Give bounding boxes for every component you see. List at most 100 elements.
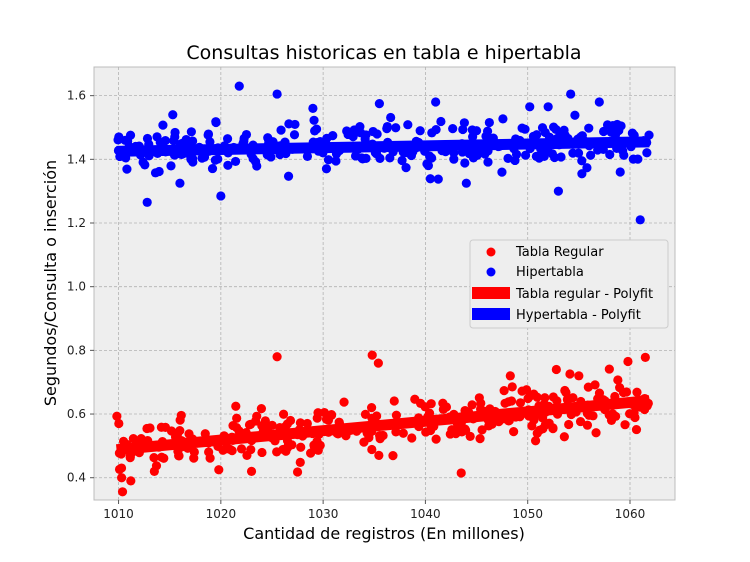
point-tabla-regular [523, 393, 533, 404]
point-hipertabla [229, 142, 239, 153]
point-tabla-regular [134, 448, 144, 458]
point-tabla-regular [533, 409, 543, 419]
point-hipertabla [427, 128, 437, 138]
legend-label-tabla-polyfit: Tabla regular - Polyfit [515, 287, 653, 302]
point-tabla-regular [367, 444, 377, 455]
point-tabla-regular [200, 429, 210, 439]
point-hipertabla [436, 116, 446, 127]
point-tabla-regular [629, 400, 639, 410]
point-hipertabla [222, 134, 233, 144]
point-hipertabla [138, 146, 149, 156]
point-tabla-regular [257, 447, 267, 458]
point-tabla-regular [552, 396, 562, 406]
point-tabla-regular [257, 421, 267, 431]
point-hipertabla [547, 149, 557, 159]
point-hipertabla [385, 153, 395, 163]
point-tabla-regular [296, 442, 306, 452]
y-tick-label: 1.6 [67, 89, 86, 103]
point-hipertabla [515, 135, 525, 146]
point-hipertabla [353, 144, 363, 154]
point-tabla-regular [219, 431, 229, 441]
point-tabla-regular [352, 426, 362, 436]
point-hipertabla [639, 136, 649, 146]
point-hipertabla [455, 139, 465, 150]
point-hipertabla [552, 133, 562, 143]
point-tabla-regular [132, 437, 142, 447]
point-tabla-regular [228, 420, 238, 431]
point-tabla-regular [295, 457, 305, 467]
point-tabla-regular [507, 382, 517, 392]
point-hipertabla [252, 161, 262, 171]
point-hipertabla [526, 137, 536, 148]
point-hipertabla [612, 143, 622, 154]
point-hipertabla [449, 148, 459, 158]
x-tick-label: 1030 [308, 507, 339, 521]
point-tabla-regular [245, 419, 256, 429]
legend: Tabla Regular Hipertabla Tabla regular -… [469, 239, 669, 329]
point-hipertabla [460, 158, 470, 168]
point-hipertabla [573, 148, 584, 158]
point-tabla-regular [620, 420, 630, 430]
point-hipertabla [287, 144, 298, 154]
point-hipertabla [168, 110, 178, 120]
point-tabla-regular [480, 406, 490, 417]
point-hipertabla [320, 138, 331, 148]
point-hipertabla [484, 117, 494, 128]
point-hipertabla [586, 150, 596, 160]
point-hipertabla [262, 150, 272, 160]
point-tabla-regular [640, 352, 650, 362]
point-tabla-regular [126, 476, 136, 486]
point-tabla-regular [174, 451, 184, 461]
point-tabla-regular [551, 364, 561, 375]
point-hipertabla [461, 178, 471, 188]
point-hipertabla [234, 81, 244, 91]
point-hipertabla [125, 130, 136, 140]
point-hipertabla [480, 149, 490, 159]
point-hipertabla [427, 141, 437, 151]
point-tabla-regular [475, 434, 485, 444]
point-tabla-regular [283, 440, 293, 450]
point-hipertabla [152, 132, 162, 142]
point-tabla-regular [553, 407, 563, 417]
point-tabla-regular [532, 392, 542, 402]
point-hipertabla [230, 156, 241, 167]
point-hipertabla [503, 153, 513, 163]
point-tabla-regular [523, 405, 534, 415]
point-tabla-regular [398, 428, 408, 438]
x-tick-label: 1020 [206, 507, 237, 521]
point-hipertabla [311, 124, 322, 134]
y-axis-ticks: 0.4 0.6 0.8 1.0 1.2 1.4 1.6 [67, 89, 94, 485]
point-tabla-regular [477, 425, 487, 435]
point-tabla-regular [149, 453, 159, 463]
point-tabla-regular [334, 418, 345, 429]
point-hipertabla [289, 130, 300, 140]
point-hipertabla [497, 167, 507, 177]
point-tabla-regular [307, 428, 318, 439]
point-hipertabla [615, 167, 625, 177]
point-tabla-regular [333, 429, 343, 439]
point-tabla-regular [112, 411, 122, 421]
point-hipertabla [458, 124, 468, 135]
point-tabla-regular [278, 409, 289, 419]
point-hipertabla [194, 142, 204, 152]
point-tabla-regular [309, 442, 320, 452]
point-hipertabla [283, 171, 294, 181]
point-hipertabla [161, 147, 171, 157]
point-hipertabla [575, 133, 585, 143]
point-hipertabla [216, 191, 226, 201]
point-tabla-regular [632, 387, 642, 397]
point-hipertabla [602, 120, 613, 130]
point-tabla-regular [465, 431, 475, 441]
point-hipertabla [520, 124, 530, 134]
point-tabla-regular [236, 444, 247, 454]
point-hipertabla [584, 141, 594, 151]
point-tabla-regular [292, 467, 303, 477]
point-hipertabla [142, 133, 153, 144]
point-tabla-regular [590, 380, 600, 390]
point-hipertabla [403, 120, 413, 130]
point-tabla-regular [116, 463, 127, 473]
point-tabla-regular [125, 450, 135, 461]
point-tabla-regular [149, 466, 159, 476]
point-hipertabla [619, 150, 629, 160]
point-hipertabla [290, 119, 300, 130]
